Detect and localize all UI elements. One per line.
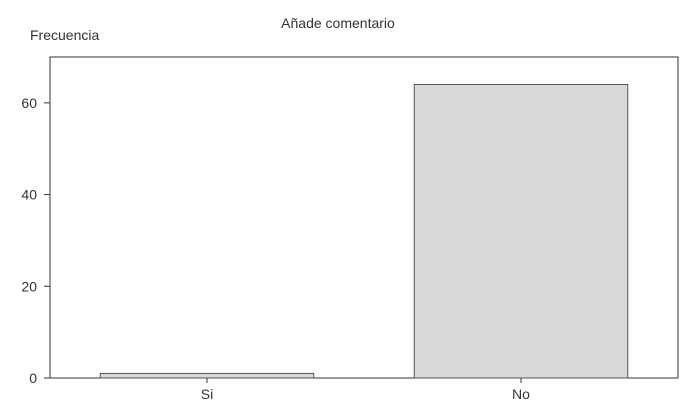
y-axis-label: Frecuencia <box>30 27 99 43</box>
y-tick-label: 60 <box>21 95 37 111</box>
chart-title: Añade comentario <box>281 15 395 31</box>
plot-frame <box>49 56 679 379</box>
y-tick-label: 0 <box>29 370 37 386</box>
bar-si <box>99 372 315 379</box>
bars <box>99 84 629 379</box>
x-tick-label: Si <box>201 386 213 402</box>
y-tick-label: 40 <box>21 187 37 203</box>
x-axis-ticks: Si No <box>201 378 530 402</box>
x-tick-label: No <box>512 386 530 402</box>
y-tick-label: 20 <box>21 278 37 294</box>
y-axis-ticks: 0 20 40 60 <box>21 95 50 386</box>
bar-no <box>413 84 629 379</box>
